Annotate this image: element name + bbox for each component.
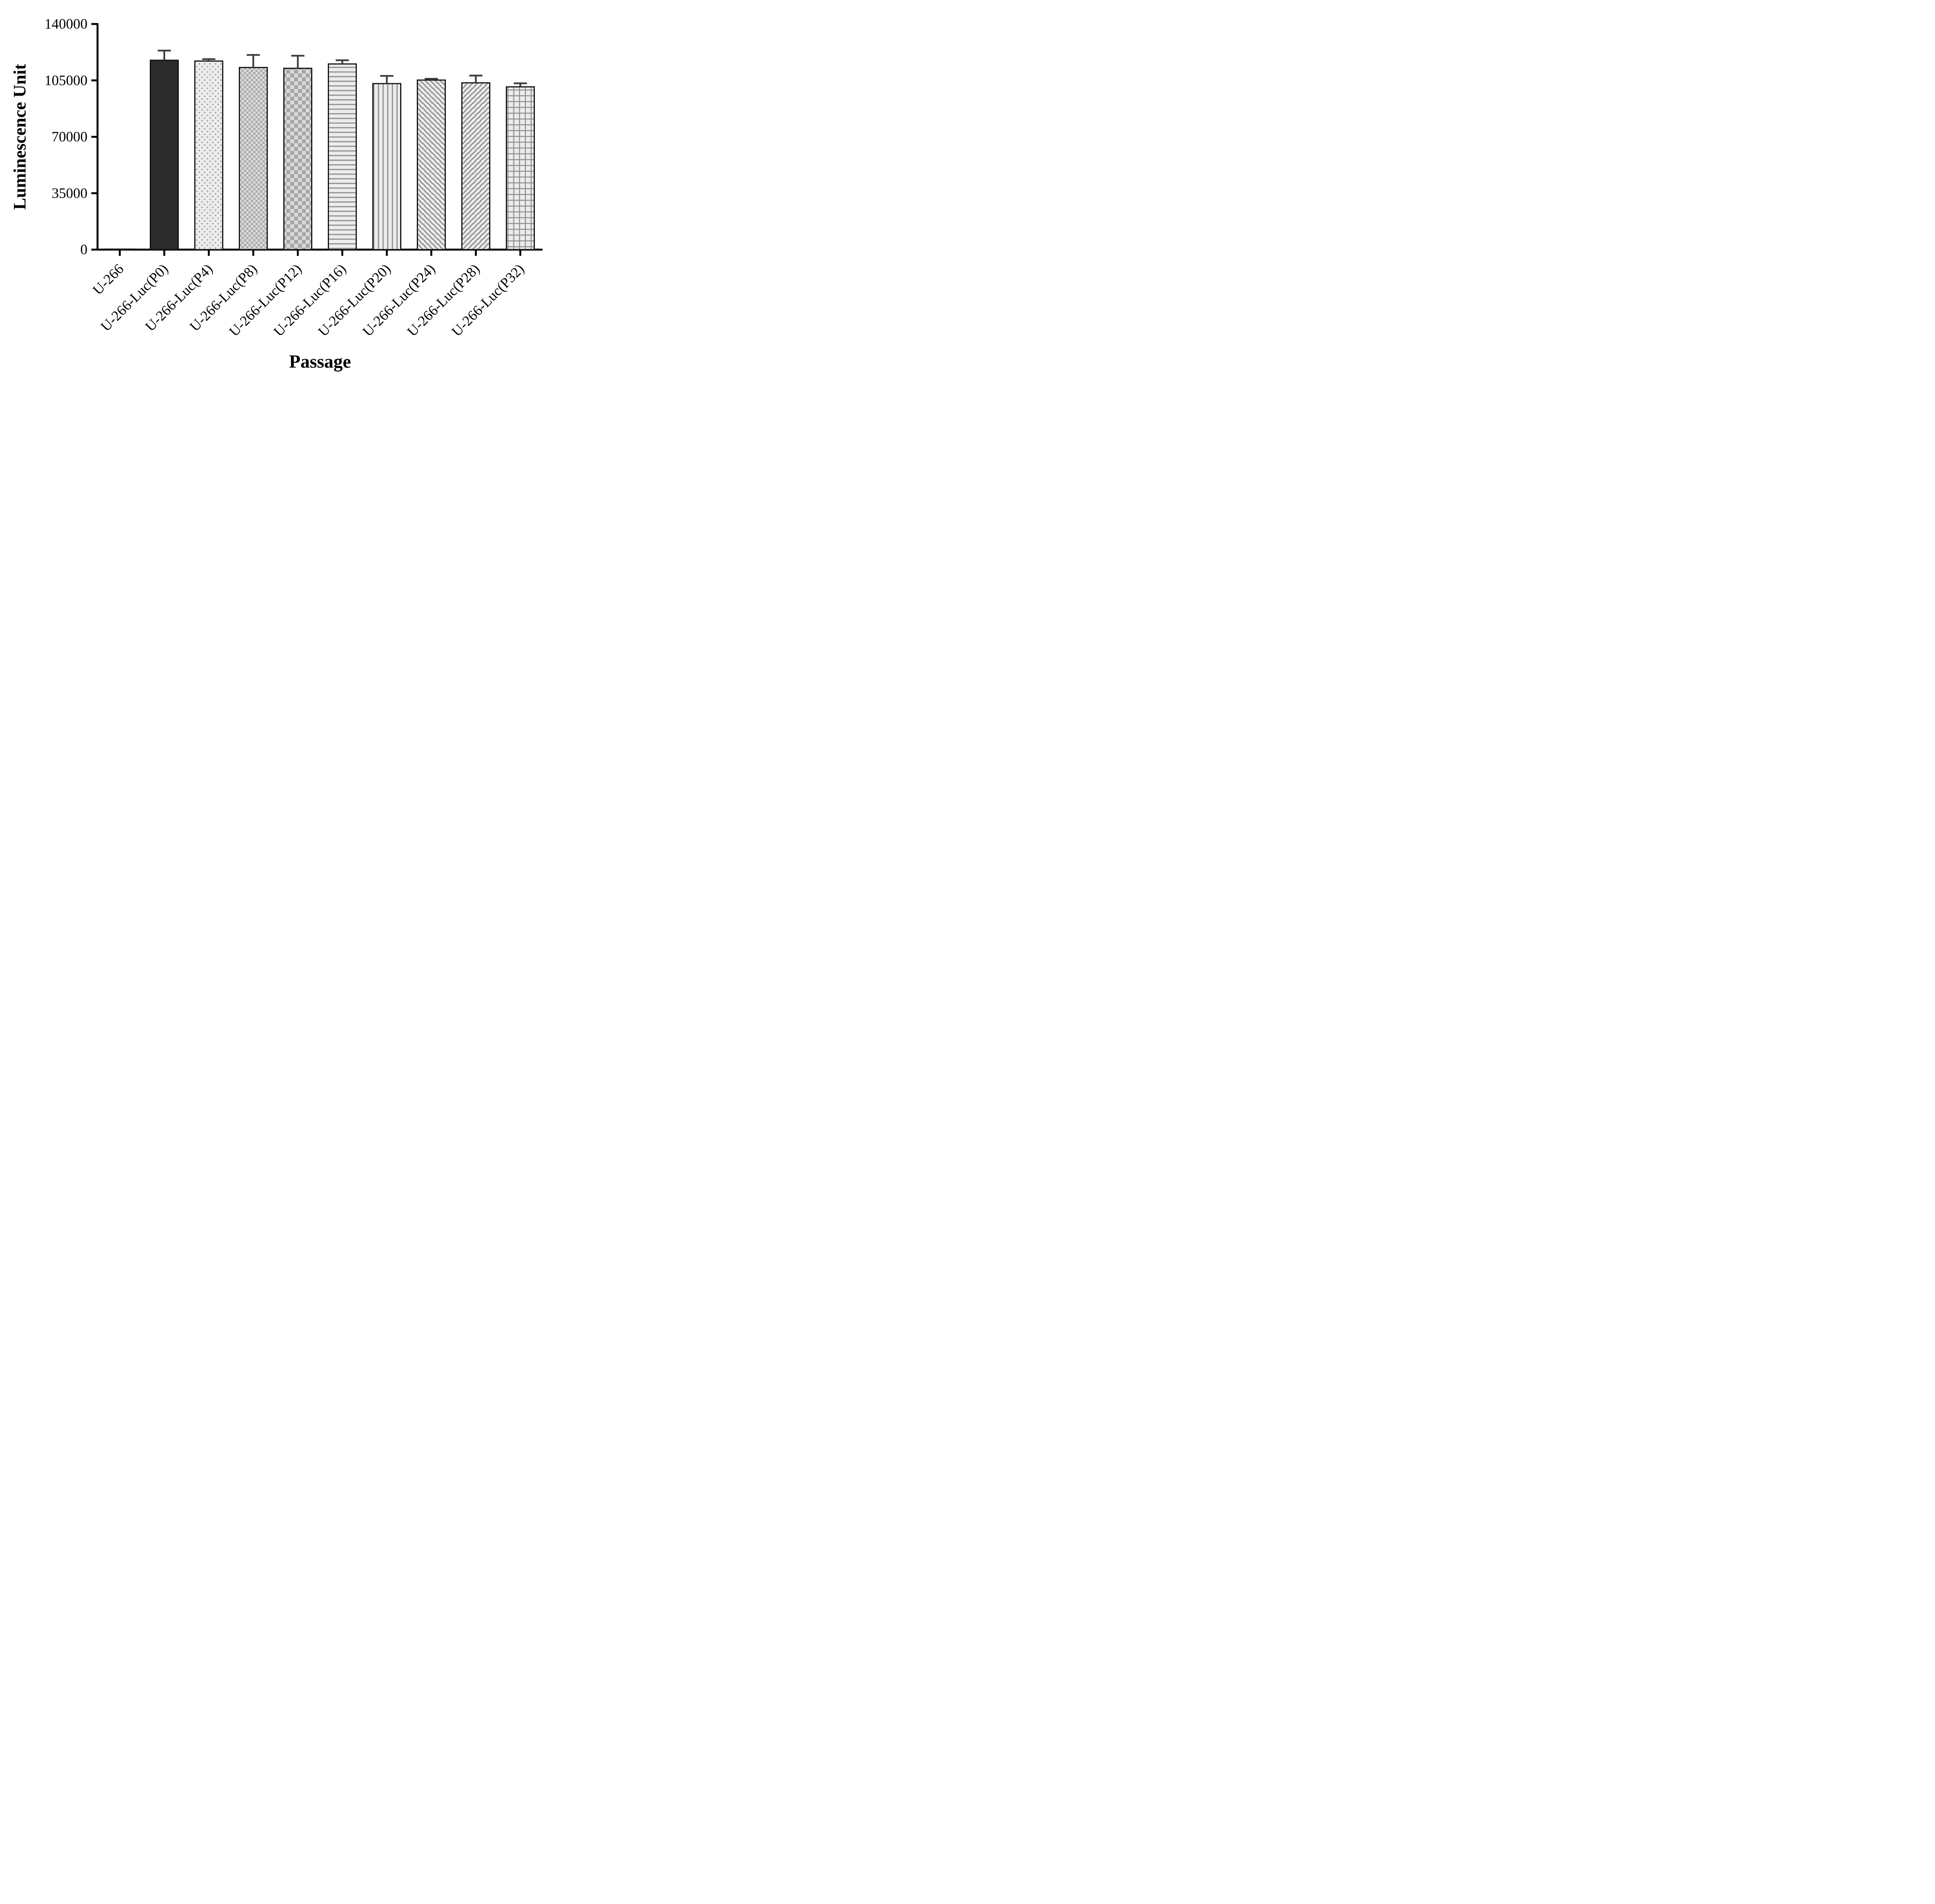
bar-5 — [328, 63, 357, 250]
bar-1 — [150, 60, 179, 250]
x-category-label: U-266 — [90, 261, 127, 298]
y-tick-label: 0 — [80, 242, 88, 258]
luminescence-bar-chart: 0 35000 70000 105000 140000 U-266 U-266-Luc(P0… — [0, 0, 557, 381]
y-tick-label: 140000 — [45, 16, 87, 32]
bar-9 — [506, 86, 535, 250]
bar-chart-svg: 03500070000105000140000U-266U-266-Luc(P0… — [10, 16, 543, 372]
y-tick-label: 105000 — [45, 73, 87, 89]
chart-plot-area: 03500070000105000140000U-266U-266-Luc(P0… — [10, 16, 543, 372]
bar-6 — [372, 83, 401, 250]
bar-0 — [105, 248, 134, 250]
bar-8 — [461, 82, 490, 250]
bar-2 — [194, 60, 223, 250]
y-tick-label: 35000 — [52, 185, 88, 201]
y-tick-label: 70000 — [52, 129, 88, 145]
bar-4 — [283, 68, 312, 250]
figure-page: 0 35000 70000 105000 140000 U-266 U-266-Luc(P0… — [0, 0, 557, 381]
bar-7 — [417, 79, 446, 250]
bar-3 — [239, 67, 268, 250]
y-axis-title: Luminescence Unit — [10, 63, 29, 210]
x-axis-title: Passage — [289, 351, 351, 372]
